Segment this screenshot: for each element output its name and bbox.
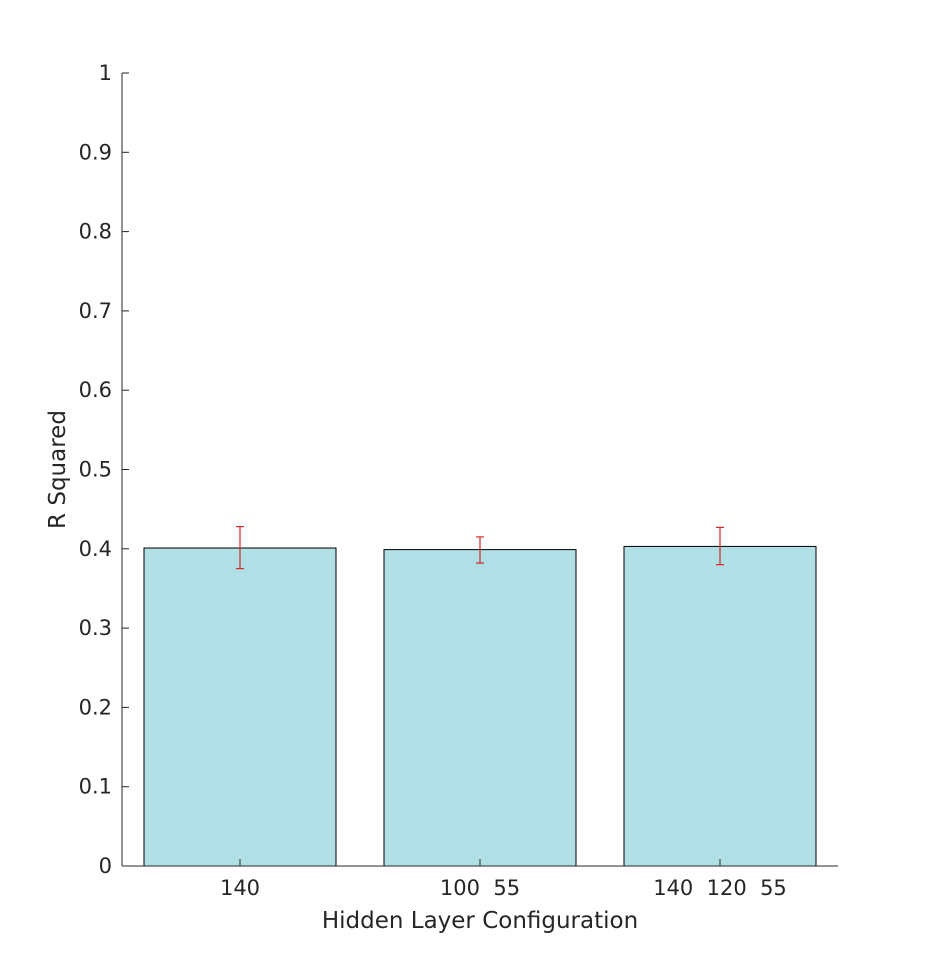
y-tick-label: 0.7	[79, 299, 112, 323]
y-tick-label: 0.4	[79, 537, 112, 561]
y-ticks-layer: 0 0.1 0.2 0.3 0.4 0.5 0.6 0.7 0.8 0.9 1	[79, 61, 129, 878]
y-tick-label: 0	[99, 854, 112, 878]
y-tick-label: 0.8	[79, 220, 112, 244]
y-tick-label: 0.5	[79, 458, 112, 482]
y-tick-label: 0.1	[79, 775, 112, 799]
error-bars-layer	[236, 525, 724, 570]
y-tick-label: 1	[99, 61, 112, 85]
x-axis-label: Hidden Layer Configuration	[322, 908, 638, 934]
error-bar-1	[236, 525, 244, 570]
error-bar-3	[716, 526, 724, 566]
error-bar-2	[476, 536, 484, 564]
x-ticks-layer: 140 100 55 140 120 55	[220, 859, 787, 900]
y-tick-label: 0.3	[79, 616, 112, 640]
y-tick-label: 0.2	[79, 695, 112, 719]
x-tick-label: 140 120 55	[653, 876, 787, 900]
x-tick-label: 140	[220, 876, 260, 900]
bars-layer	[143, 545, 817, 867]
bar-2	[383, 549, 577, 867]
y-tick-label: 0.6	[79, 378, 112, 402]
y-axis-label: R Squared	[45, 410, 71, 529]
y-tick-label: 0.9	[79, 140, 112, 164]
bar-1	[143, 547, 337, 867]
x-tick-label: 100 55	[440, 876, 520, 900]
bar-3	[623, 545, 817, 867]
